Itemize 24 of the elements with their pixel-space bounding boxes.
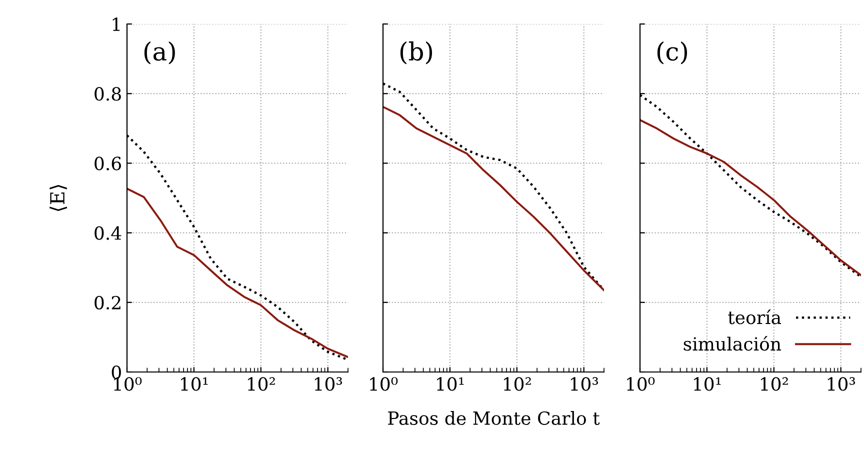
y-tick-label: 0.6 <box>94 156 122 170</box>
annotation: (b) <box>400 41 432 64</box>
y-tick-label: 0.2 <box>94 296 120 310</box>
x-tick-label: 10¹ <box>181 377 208 391</box>
legend-label: teoría <box>728 310 782 324</box>
x-tick-label: 10⁰ <box>370 377 398 391</box>
x-tick-label: 10¹ <box>694 377 721 391</box>
x-tick-label: 10¹ <box>437 377 464 391</box>
y-axis-title: ⟨E⟩ <box>50 185 67 211</box>
x-tick-label: 10³ <box>828 377 856 391</box>
x-tick-label: 10⁰ <box>627 377 655 391</box>
y-tick-label: 0.4 <box>94 226 122 240</box>
x-tick-label: 10² <box>504 377 531 391</box>
y-tick-label: 0.8 <box>94 87 121 101</box>
x-tick-label: 10² <box>760 377 788 391</box>
y-tick-label: 1 <box>112 17 120 31</box>
x-axis-title: Pasos de Monte Carlo t <box>388 411 600 425</box>
x-tick-label: 10⁰ <box>114 377 142 391</box>
legend-label: simulación <box>684 336 782 351</box>
x-tick-label: 10³ <box>570 377 598 391</box>
annotation: (c) <box>657 41 687 64</box>
x-tick-label: 10² <box>248 377 275 391</box>
x-tick-label: 10³ <box>314 377 342 391</box>
annotation: (a) <box>144 41 175 64</box>
